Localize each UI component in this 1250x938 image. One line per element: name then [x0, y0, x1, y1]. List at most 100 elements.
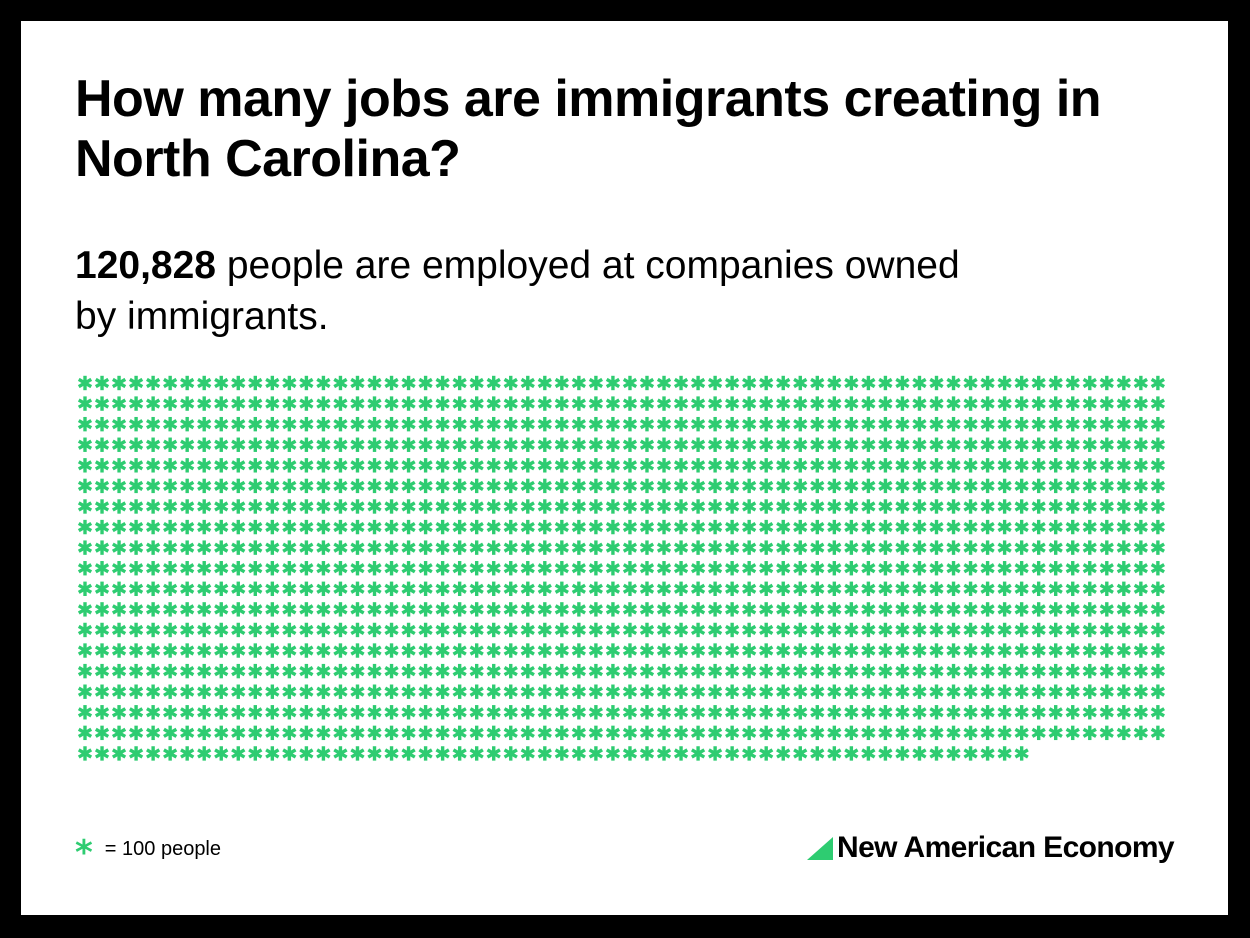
person-unit-asterisk: [180, 663, 195, 679]
person-unit-asterisk: [1031, 705, 1046, 720]
person-unit-asterisk: [708, 705, 723, 720]
person-unit-asterisk: [656, 725, 672, 741]
person-unit-asterisk: [197, 416, 212, 432]
subtitle-text: people are employed at companies owned b…: [75, 244, 960, 338]
person-unit-asterisk: [452, 561, 467, 576]
person-unit-asterisk: [469, 663, 484, 679]
person-unit-asterisk: [946, 663, 961, 679]
person-unit-asterisk: [214, 375, 229, 391]
person-unit-asterisk: [861, 458, 876, 473]
person-unit-asterisk: [1133, 375, 1148, 391]
person-unit-asterisk: [895, 622, 910, 638]
person-unit-asterisk: [486, 519, 501, 535]
person-unit-asterisk: [810, 396, 825, 411]
person-unit-asterisk: [401, 746, 416, 761]
person-unit-asterisk: [180, 725, 195, 741]
person-unit-asterisk: [214, 705, 229, 720]
person-unit-asterisk: [435, 746, 450, 761]
person-unit-asterisk: [1048, 561, 1063, 576]
person-unit-asterisk: [265, 663, 280, 679]
person-unit-asterisk: [299, 602, 314, 617]
person-unit-asterisk: [1133, 725, 1148, 741]
person-unit-asterisk: [333, 643, 348, 658]
person-unit-asterisk: [111, 416, 127, 432]
person-unit-asterisk: [622, 643, 638, 658]
person-unit-asterisk: [997, 519, 1012, 535]
person-unit-asterisk: [725, 519, 740, 535]
person-unit-asterisk: [673, 602, 689, 617]
person-unit-asterisk: [94, 478, 110, 494]
person-unit-asterisk: [537, 458, 552, 473]
person-unit-asterisk: [94, 581, 110, 596]
person-unit-asterisk: [708, 581, 723, 596]
person-unit-asterisk: [1082, 622, 1097, 638]
person-unit-asterisk: [980, 478, 995, 494]
person-unit-asterisk: [214, 581, 229, 596]
person-unit-asterisk: [520, 519, 535, 535]
person-unit-asterisk: [265, 581, 280, 596]
person-unit-asterisk: [690, 746, 706, 761]
person-unit-asterisk: [1116, 684, 1131, 699]
person-unit-asterisk: [725, 684, 740, 699]
person-unit-asterisk: [1099, 437, 1114, 452]
person-unit-asterisk: [350, 602, 365, 617]
person-unit-asterisk: [1031, 602, 1046, 617]
person-unit-asterisk: [1150, 663, 1165, 679]
person-unit-asterisk: [384, 561, 399, 576]
person-unit-asterisk: [571, 684, 586, 699]
person-unit-asterisk: [452, 663, 467, 679]
person-unit-asterisk: [708, 375, 723, 391]
person-unit-asterisk: [878, 581, 893, 596]
person-unit-asterisk: [537, 725, 552, 741]
person-unit-asterisk: [656, 602, 672, 617]
person-unit-asterisk: [588, 746, 603, 761]
person-unit-asterisk: [1082, 375, 1097, 391]
person-unit-asterisk: [520, 746, 535, 761]
person-unit-asterisk: [1116, 602, 1131, 617]
person-unit-asterisk: [1031, 643, 1046, 658]
person-unit-asterisk: [759, 581, 774, 596]
person-unit-asterisk: [605, 725, 621, 741]
person-unit-asterisk: [469, 478, 484, 494]
person-unit-asterisk: [469, 396, 484, 411]
person-unit-asterisk: [725, 478, 740, 494]
person-unit-asterisk: [1133, 684, 1148, 699]
person-unit-asterisk: [980, 663, 995, 679]
person-unit-asterisk: [1082, 396, 1097, 411]
person-unit-asterisk: [793, 540, 808, 555]
person-unit-asterisk: [963, 396, 978, 411]
person-unit-asterisk: [1048, 519, 1063, 535]
person-unit-asterisk: [503, 663, 518, 679]
person-unit-asterisk: [776, 663, 791, 679]
person-unit-asterisk: [605, 540, 621, 555]
person-unit-asterisk: [878, 684, 893, 699]
person-unit-asterisk: [588, 705, 603, 720]
person-unit-asterisk: [231, 416, 246, 432]
person-unit-asterisk: [742, 622, 757, 638]
person-unit-asterisk: [810, 705, 825, 720]
person-unit-asterisk: [367, 375, 382, 391]
person-unit-asterisk: [316, 499, 331, 514]
person-unit-asterisk: [1048, 725, 1063, 741]
person-unit-asterisk: [520, 602, 535, 617]
person-unit-asterisk: [214, 602, 229, 617]
person-unit-asterisk: [895, 561, 910, 576]
person-unit-asterisk: [469, 458, 484, 473]
person-unit-asterisk: [214, 458, 229, 473]
person-unit-asterisk: [77, 581, 93, 596]
person-unit-asterisk: [265, 540, 280, 555]
person-unit-asterisk: [878, 663, 893, 679]
person-unit-asterisk: [554, 375, 569, 391]
person-unit-asterisk: [435, 663, 450, 679]
person-unit-asterisk: [1082, 416, 1097, 432]
person-unit-asterisk: [1099, 375, 1114, 391]
person-unit-asterisk: [588, 519, 603, 535]
person-unit-asterisk: [895, 581, 910, 596]
person-unit-asterisk: [554, 684, 569, 699]
infographic-card: How many jobs are immigrants creating in…: [21, 21, 1228, 915]
person-unit-asterisk: [1099, 643, 1114, 658]
person-unit-asterisk: [810, 643, 825, 658]
person-unit-asterisk: [861, 602, 876, 617]
person-unit-asterisk: [810, 622, 825, 638]
person-unit-asterisk: [639, 478, 655, 494]
